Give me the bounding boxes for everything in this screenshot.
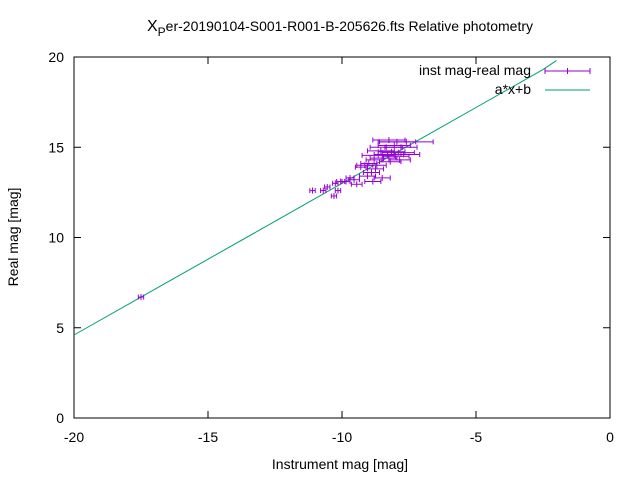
data-point: [309, 187, 316, 194]
x-axis-ticks: -20 -15 -10 -5 0: [64, 57, 614, 445]
data-point: [364, 178, 382, 185]
data-point: [387, 151, 421, 158]
x-tick-label: 0: [606, 429, 614, 445]
data-point: [320, 187, 327, 194]
legend-label-points: inst mag-real mag: [419, 62, 531, 78]
legend: inst mag-real mag a*x+b: [419, 62, 591, 97]
y-tick-label: 15: [48, 139, 64, 155]
data-point: [137, 294, 145, 301]
data-point: [362, 169, 381, 176]
chart-title-prefix: X: [147, 18, 158, 35]
legend-sample-points: [544, 68, 591, 74]
data-point: [388, 156, 411, 163]
chart-title-rest: er-20190104-S001-R001-B-205626.fts Relat…: [166, 18, 533, 34]
chart-title: XPer-20190104-S001-R001-B-205626.fts Rel…: [147, 18, 533, 39]
x-axis-label: Instrument mag [mag]: [272, 456, 408, 472]
data-point: [366, 165, 385, 172]
y-tick-label: 0: [56, 410, 64, 426]
data-point: [350, 181, 363, 188]
x-tick-label: -10: [332, 429, 352, 445]
y-axis-label: Real mag [mag]: [5, 188, 21, 287]
data-point: [324, 183, 331, 190]
data-points-layer: [137, 137, 434, 301]
data-point: [348, 176, 360, 183]
data-point: [358, 173, 376, 180]
data-point: [373, 174, 391, 181]
data-point: [366, 162, 387, 169]
fit-line-layer: [73, 60, 557, 336]
y-tick-label: 10: [48, 230, 64, 246]
x-tick-label: -5: [470, 429, 483, 445]
data-point: [379, 138, 434, 145]
data-point: [330, 192, 338, 199]
plot-frame: [73, 56, 611, 419]
y-axis-ticks: 0 5 10 15 20: [48, 49, 610, 426]
x-tick-label: -15: [198, 429, 218, 445]
x-tick-label: -20: [64, 429, 84, 445]
data-point: [384, 144, 418, 151]
legend-label-fit: a*x+b: [495, 81, 531, 97]
y-tick-label: 5: [56, 320, 64, 336]
data-point: [334, 187, 342, 194]
fit-line: [73, 60, 557, 336]
chart-title-subscript: P: [158, 25, 166, 39]
y-tick-label: 20: [48, 49, 64, 65]
